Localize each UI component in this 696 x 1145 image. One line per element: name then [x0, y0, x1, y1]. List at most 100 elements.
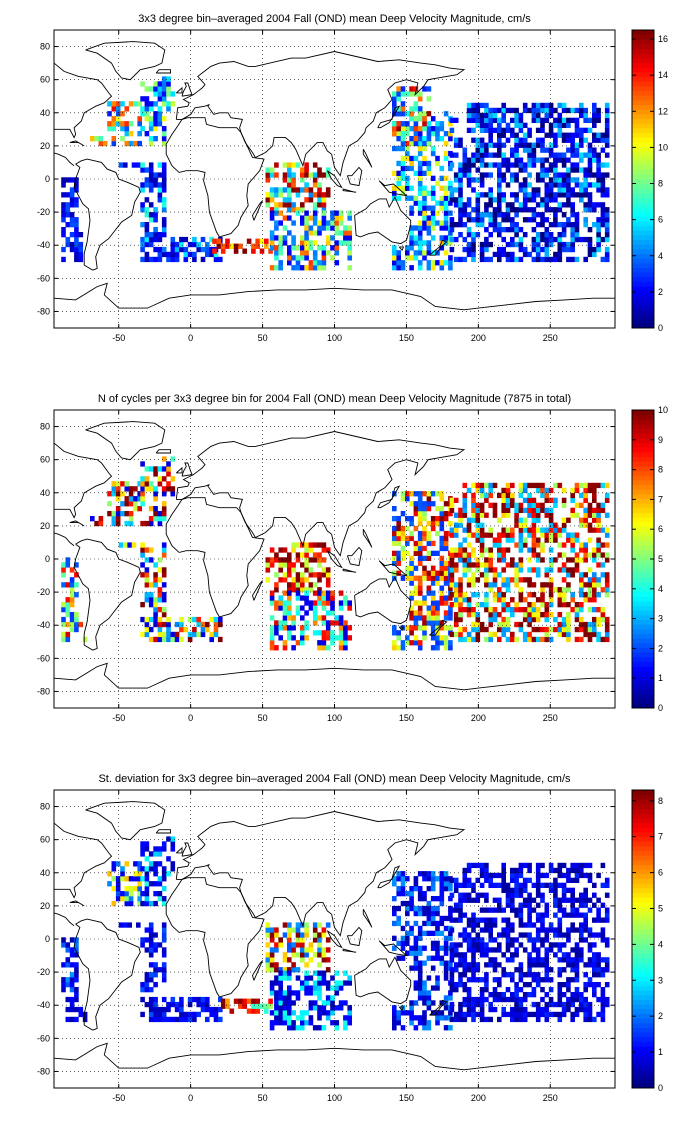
heatmap-cell	[484, 112, 489, 119]
heatmap-cell	[111, 886, 117, 892]
heatmap-cell	[317, 980, 322, 986]
heatmap-cell	[583, 112, 588, 119]
heatmap-cell	[115, 896, 121, 902]
heatmap-cell	[338, 635, 344, 641]
heatmap-cell	[522, 187, 528, 193]
heatmap-cell	[544, 532, 550, 538]
heatmap-cell	[153, 136, 158, 142]
heatmap-cell	[501, 577, 506, 583]
heatmap-cell	[458, 577, 463, 583]
heatmap-cell	[287, 557, 292, 563]
heatmap-cell	[161, 511, 167, 517]
heatmap-cell	[466, 962, 472, 968]
heatmap-cell	[435, 580, 440, 586]
heatmap-cell	[466, 557, 472, 563]
heatmap-cell	[435, 615, 440, 621]
heatmap-cell	[166, 106, 171, 112]
heatmap-cell	[124, 140, 130, 147]
heatmap-cell	[592, 1016, 597, 1023]
heatmap-cell	[510, 482, 515, 489]
heatmap-cell	[183, 251, 189, 258]
heatmap-cell	[133, 861, 138, 867]
heatmap-cell	[492, 567, 498, 573]
heatmap-cell	[218, 1006, 223, 1013]
heatmap-cell	[161, 592, 167, 598]
heatmap-cell	[587, 512, 593, 518]
heatmap-cell	[417, 220, 423, 226]
heatmap-cell	[561, 222, 567, 228]
heatmap-cell	[587, 582, 593, 588]
heatmap-cell	[475, 626, 481, 633]
heatmap-cell	[596, 982, 601, 988]
heatmap-cell	[458, 212, 463, 218]
heatmap-cell	[321, 215, 327, 221]
heatmap-cell	[157, 851, 163, 857]
heatmap-cell	[128, 876, 134, 882]
heatmap-cell	[471, 577, 476, 583]
heatmap-cell	[553, 117, 558, 123]
heatmap-cell	[312, 980, 318, 986]
heatmap-cell	[317, 600, 322, 606]
heatmap-cell	[443, 881, 449, 887]
heatmap-cell	[317, 952, 322, 958]
heatmap-cell	[295, 255, 301, 261]
heatmap-cell	[308, 547, 314, 553]
heatmap-cell	[392, 250, 397, 256]
heatmap-cell	[439, 930, 445, 936]
heatmap-cell	[161, 612, 167, 618]
heatmap-cell	[548, 232, 554, 238]
heatmap-cell	[479, 182, 485, 188]
heatmap-cell	[548, 887, 554, 893]
heatmap-cell	[505, 882, 511, 888]
heatmap-cell	[161, 251, 167, 258]
heatmap-cell	[287, 995, 292, 1001]
heatmap-cell	[291, 947, 296, 953]
heatmap-cell	[295, 192, 301, 198]
heatmap-cell	[144, 886, 150, 892]
x-tick-label: 100	[327, 333, 342, 343]
heatmap-cell	[439, 185, 445, 191]
heatmap-cell	[596, 117, 601, 123]
heatmap-cell	[218, 1016, 223, 1023]
heatmap-cell	[488, 552, 493, 558]
heatmap-cell	[157, 1006, 163, 1013]
heatmap-cell	[479, 137, 485, 143]
heatmap-cell	[548, 587, 554, 593]
heatmap-cell	[422, 200, 427, 206]
heatmap-cell	[213, 1006, 219, 1013]
heatmap-cell	[587, 482, 593, 489]
heatmap-cell	[475, 1011, 481, 1018]
heatmap-cell	[74, 251, 79, 258]
heatmap-cell	[111, 116, 117, 122]
heatmap-cell	[300, 957, 305, 963]
heatmap-cell	[278, 990, 283, 996]
heatmap-cell	[166, 76, 171, 82]
heatmap-cell	[587, 1001, 593, 1008]
heatmap-cell	[287, 215, 292, 221]
heatmap-cell	[274, 582, 279, 588]
heatmap-cell	[492, 582, 498, 588]
heatmap-cell	[443, 965, 449, 971]
heatmap-cell	[466, 612, 472, 618]
heatmap-cell	[566, 567, 571, 573]
heatmap-cell	[531, 607, 537, 613]
heatmap-cell	[518, 137, 524, 143]
y-tick-label: 80	[40, 422, 50, 432]
heatmap-cell	[488, 117, 493, 123]
x-tick-label: 250	[543, 333, 558, 343]
heatmap-cell	[471, 217, 476, 223]
heatmap-cell	[148, 851, 154, 857]
heatmap-cell	[587, 597, 593, 603]
heatmap-cell	[400, 86, 406, 92]
heatmap-cell	[321, 640, 327, 646]
heatmap-cell	[274, 967, 279, 973]
heatmap-cell	[522, 107, 528, 114]
heatmap-cell	[430, 881, 436, 887]
heatmap-cell	[274, 990, 279, 996]
heatmap-cell	[579, 912, 584, 918]
heatmap-cell	[140, 841, 145, 847]
heatmap-cell	[187, 636, 193, 643]
heatmap-cell	[531, 636, 537, 643]
heatmap-cell	[475, 621, 481, 628]
heatmap-cell	[409, 491, 414, 497]
